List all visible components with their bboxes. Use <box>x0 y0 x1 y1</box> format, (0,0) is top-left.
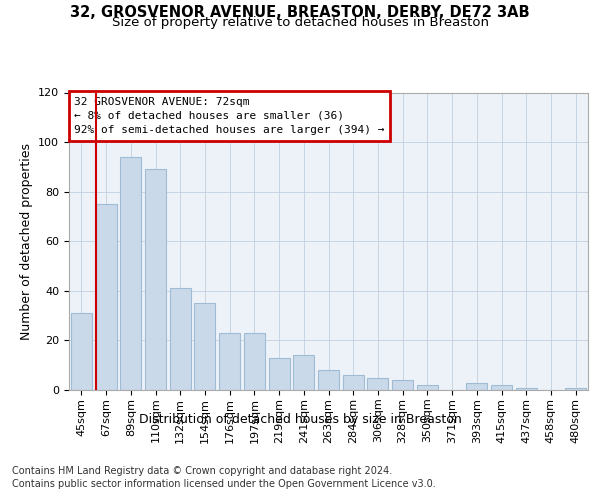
Text: 32 GROSVENOR AVENUE: 72sqm
← 8% of detached houses are smaller (36)
92% of semi-: 32 GROSVENOR AVENUE: 72sqm ← 8% of detac… <box>74 97 385 135</box>
Text: Contains public sector information licensed under the Open Government Licence v3: Contains public sector information licen… <box>12 479 436 489</box>
Bar <box>367 378 388 390</box>
Bar <box>95 204 116 390</box>
Text: 32, GROSVENOR AVENUE, BREASTON, DERBY, DE72 3AB: 32, GROSVENOR AVENUE, BREASTON, DERBY, D… <box>70 5 530 20</box>
Bar <box>466 382 487 390</box>
Bar <box>269 358 290 390</box>
Text: Distribution of detached houses by size in Breaston: Distribution of detached houses by size … <box>139 412 461 426</box>
Bar <box>417 385 438 390</box>
Bar <box>491 385 512 390</box>
Bar <box>318 370 339 390</box>
Bar <box>194 303 215 390</box>
Y-axis label: Number of detached properties: Number of detached properties <box>20 143 32 340</box>
Bar <box>392 380 413 390</box>
Bar <box>145 170 166 390</box>
Bar <box>71 313 92 390</box>
Bar <box>343 375 364 390</box>
Text: Size of property relative to detached houses in Breaston: Size of property relative to detached ho… <box>112 16 488 29</box>
Text: Contains HM Land Registry data © Crown copyright and database right 2024.: Contains HM Land Registry data © Crown c… <box>12 466 392 476</box>
Bar <box>219 333 240 390</box>
Bar <box>565 388 586 390</box>
Bar <box>170 288 191 390</box>
Bar <box>516 388 537 390</box>
Bar <box>293 356 314 390</box>
Bar <box>120 157 141 390</box>
Bar <box>244 333 265 390</box>
